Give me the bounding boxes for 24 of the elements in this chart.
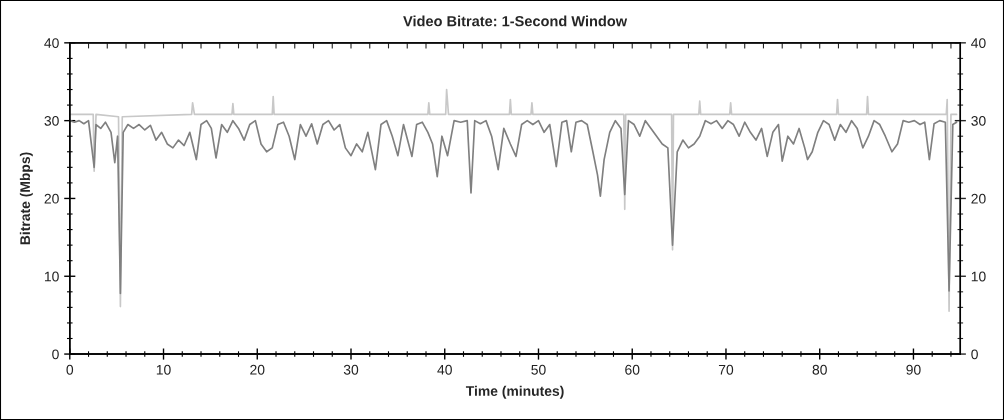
y-tick-label: 40 (44, 38, 59, 49)
y2-tick-label: 40 (971, 38, 986, 49)
x-tick-label: 20 (250, 364, 265, 375)
x-tick-label: 0 (66, 364, 74, 375)
x-tick-label: 10 (156, 364, 171, 375)
x-tick-label: 60 (625, 364, 640, 375)
y2-tick-label: 30 (971, 115, 986, 126)
y-tick-label: 10 (44, 271, 59, 282)
y2-tick-label: 0 (971, 349, 978, 360)
x-tick-label: 50 (531, 364, 546, 375)
line-series (69, 119, 958, 295)
y-tick-label: 20 (44, 193, 59, 204)
x-tick-label: 80 (812, 364, 827, 375)
x-axis-title: Time (minutes) (465, 385, 564, 399)
x-tick-label: 40 (437, 364, 452, 375)
y-tick-label: 0 (52, 349, 59, 360)
x-tick-label: 90 (906, 364, 921, 375)
y-axis-title: Bitrate (Mbps) (19, 152, 33, 245)
x-tick-label: 30 (343, 364, 359, 375)
x-tick-label: 70 (718, 364, 734, 375)
y-tick-label: 30 (44, 115, 59, 126)
y2-tick-label: 20 (971, 193, 986, 204)
y2-tick-label: 10 (971, 271, 986, 282)
chart-title: Video Bitrate: 1-Second Window (403, 15, 628, 27)
